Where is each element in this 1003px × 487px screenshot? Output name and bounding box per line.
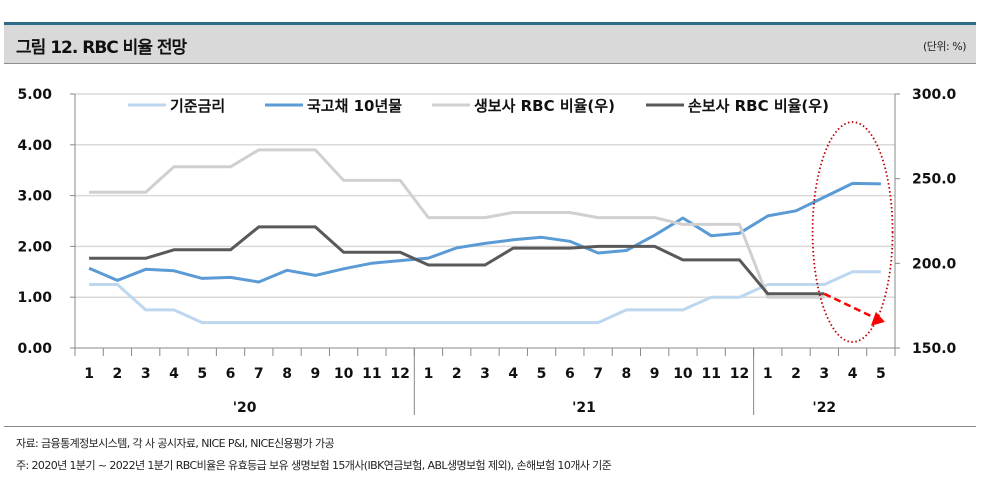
x-tick-label: 4 <box>169 366 179 382</box>
figure-title: 그림 12. RBC 비율 전망 <box>16 38 187 58</box>
x-tick-label: 7 <box>593 366 603 382</box>
year-label: '21 <box>572 400 596 416</box>
y-left-tick-label: 1.00 <box>17 290 52 306</box>
x-tick-label: 2 <box>113 366 123 382</box>
series-line-4 <box>89 225 825 296</box>
x-tick-label: 4 <box>848 366 858 382</box>
x-tick-label: 12 <box>390 366 409 382</box>
y-left-tick-label: 4.00 <box>17 138 52 154</box>
x-tick-label: 7 <box>254 366 264 382</box>
legend-label-2: 국고채 10년물 <box>307 97 402 115</box>
x-tick-label: 5 <box>537 366 547 382</box>
legend-label-3: 생보사 RBC 비율(우) <box>474 97 615 115</box>
y-left-tick-label: 0.00 <box>17 341 52 357</box>
x-tick-label: 3 <box>819 366 829 382</box>
year-label: '20 <box>233 400 257 416</box>
series-line-3 <box>89 148 825 299</box>
y-left-tick-label: 3.00 <box>17 189 52 205</box>
y-right-tick-label: 250.0 <box>912 172 957 188</box>
x-tick-label: 1 <box>763 366 773 382</box>
legend-label-1: 기준금리 <box>170 97 225 115</box>
highlight-ellipse <box>811 121 894 343</box>
y-right-tick-label: 150.0 <box>912 341 957 357</box>
projection-arrow <box>823 292 874 319</box>
x-tick-label: 10 <box>673 366 693 382</box>
x-tick-label: 12 <box>730 366 749 382</box>
series-line-1 <box>89 270 881 325</box>
x-tick-label: 3 <box>480 366 490 382</box>
x-tick-label: 5 <box>197 366 207 382</box>
x-tick-label: 11 <box>362 366 381 382</box>
y-right-tick-label: 300.0 <box>912 87 957 103</box>
y-left-tick-label: 5.00 <box>17 87 52 103</box>
title-bar: 그림 12. RBC 비율 전망 (단위: %) <box>4 25 976 64</box>
series-line-2 <box>88 181 881 284</box>
source-note: 자료: 금융통계정보시스템, 각 사 공시자료, NICE P&I, NICE신… <box>16 437 335 450</box>
x-tick-label: 10 <box>334 366 354 382</box>
top-rule <box>4 22 976 25</box>
x-tick-label: 4 <box>508 366 518 382</box>
x-tick-label: 8 <box>282 366 292 382</box>
x-tick-label: 5 <box>876 366 886 382</box>
unit-label: (단위: %) <box>923 40 966 53</box>
footnote: 주: 2020년 1분기 ~ 2022년 1분기 RBC비율은 유효등급 보유 … <box>16 459 612 472</box>
x-tick-label: 1 <box>424 366 434 382</box>
x-tick-label: 3 <box>141 366 151 382</box>
x-tick-label: 6 <box>565 366 575 382</box>
x-tick-label: 9 <box>650 366 660 382</box>
y-right-tick-label: 200.0 <box>912 256 957 272</box>
x-tick-label: 6 <box>226 366 236 382</box>
y-left-tick-label: 2.00 <box>17 239 52 255</box>
x-tick-label: 1 <box>84 366 94 382</box>
x-tick-label: 11 <box>701 366 720 382</box>
legend-label-4: 손보사 RBC 비율(우) <box>688 97 829 115</box>
footer: 자료: 금융통계정보시스템, 각 사 공시자료, NICE P&I, NICE신… <box>4 426 976 472</box>
x-tick-label: 8 <box>622 366 632 382</box>
year-label: '22 <box>812 400 836 416</box>
x-tick-label: 9 <box>310 366 320 382</box>
x-tick-label: 2 <box>791 366 801 382</box>
x-tick-label: 2 <box>452 366 462 382</box>
